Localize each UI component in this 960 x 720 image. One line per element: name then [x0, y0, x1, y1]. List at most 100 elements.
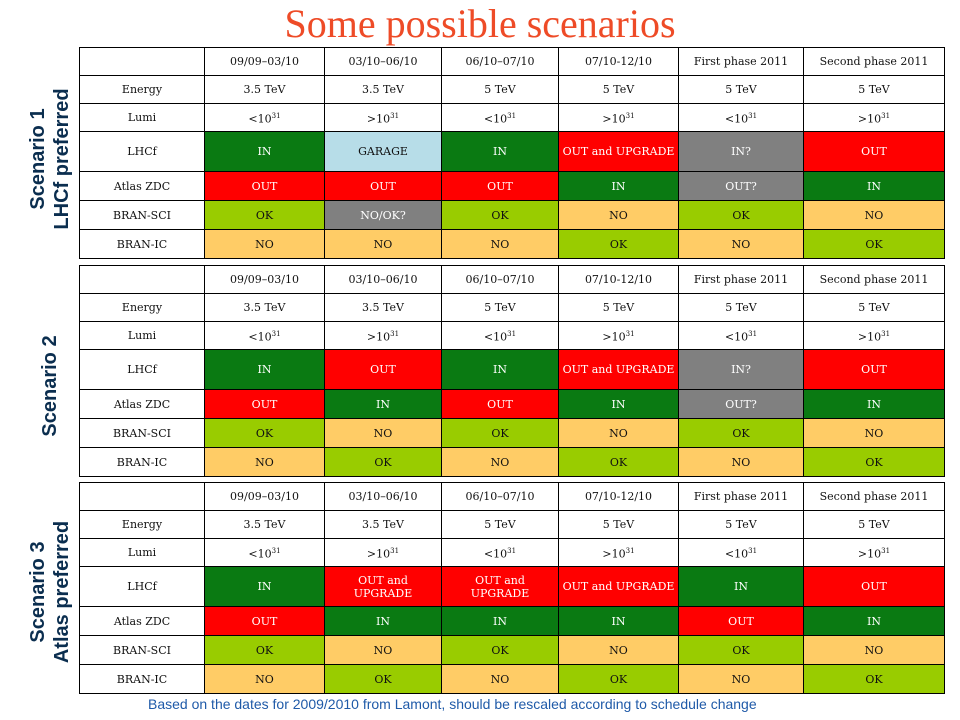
- cell-superscript: 31: [390, 111, 400, 120]
- table-cell: OK: [678, 635, 804, 665]
- table-row: Lumi <1031 >1031 <1031 >1031 <1031 >1031: [79, 321, 945, 350]
- table-cell: >1031: [324, 321, 442, 350]
- table-cell: <1031: [678, 538, 804, 567]
- column-header: 03/10–06/10: [324, 265, 442, 294]
- column-header: 06/10–07/10: [441, 265, 559, 294]
- table-cell: 5 TeV: [678, 510, 804, 539]
- table-cell: IN: [441, 131, 559, 172]
- cell-text: <10: [248, 330, 272, 344]
- column-header: Second phase 2011: [803, 265, 945, 294]
- table-row: BRAN-SCI OK NO OK NO OK NO: [79, 635, 945, 665]
- cell-superscript: 31: [507, 546, 517, 555]
- table-cell: OUT and UPGRADE: [558, 566, 679, 607]
- table-cell: >1031: [803, 321, 945, 350]
- row-header: Atlas ZDC: [79, 171, 205, 201]
- table-cell: 5 TeV: [803, 75, 945, 104]
- table-cell: OUT: [441, 389, 559, 419]
- scenario-3-table: 09/09–03/10 03/10–06/10 06/10–07/10 07/10-1…: [79, 482, 945, 694]
- cell-superscript: 31: [748, 329, 758, 338]
- table-cell: IN?: [678, 131, 804, 172]
- table-row: BRAN-SCI OK NO OK NO OK NO: [79, 418, 945, 448]
- cell-superscript: 31: [390, 546, 400, 555]
- table-cell: NO: [441, 229, 559, 259]
- table-cell: OUT: [678, 606, 804, 636]
- table-cell: IN: [324, 606, 442, 636]
- row-header: Lumi: [79, 538, 205, 567]
- column-header: 09/09–03/10: [204, 47, 325, 76]
- table-cell: NO: [204, 664, 325, 694]
- table-cell: >1031: [324, 538, 442, 567]
- column-header: Second phase 2011: [803, 47, 945, 76]
- table-cell: 5 TeV: [441, 75, 559, 104]
- row-header: Energy: [79, 293, 205, 322]
- table-cell: <1031: [441, 321, 559, 350]
- table-cell: OUT: [441, 171, 559, 201]
- table-cell: IN: [558, 389, 679, 419]
- column-header: 07/10-12/10: [558, 47, 679, 76]
- column-header: 03/10–06/10: [324, 482, 442, 511]
- scenario-2-label: Scenario 2: [38, 286, 62, 486]
- table-cell: 5 TeV: [803, 293, 945, 322]
- table-cell: >1031: [803, 538, 945, 567]
- cell-superscript: 31: [748, 111, 758, 120]
- row-header: BRAN-SCI: [79, 200, 205, 230]
- cell-superscript: 31: [625, 111, 635, 120]
- table-cell: OK: [803, 447, 945, 477]
- table-cell: 5 TeV: [678, 75, 804, 104]
- table-header-row: 09/09–03/10 03/10–06/10 06/10–07/10 07/10-1…: [79, 47, 945, 76]
- table-cell: IN: [558, 606, 679, 636]
- table-cell: NO: [441, 447, 559, 477]
- table-row: Lumi <1031 >1031 <1031 >1031 <1031 >1031: [79, 538, 945, 567]
- table-row: BRAN-SCI OK NO/OK? OK NO OK NO: [79, 200, 945, 230]
- column-header: First phase 2011: [678, 482, 804, 511]
- column-header: First phase 2011: [678, 47, 804, 76]
- table-cell: <1031: [441, 103, 559, 132]
- table-cell: NO: [324, 418, 442, 448]
- row-header: Lumi: [79, 321, 205, 350]
- scenario-2-table: 09/09–03/10 03/10–06/10 06/10–07/10 07/10-1…: [79, 265, 945, 477]
- header-blank-cell: [79, 47, 205, 76]
- table-cell: IN?: [678, 349, 804, 390]
- row-header: LHCf: [79, 349, 205, 390]
- table-cell: OUT: [803, 349, 945, 390]
- table-cell: OK: [558, 447, 679, 477]
- table-cell: 5 TeV: [441, 510, 559, 539]
- column-header: 07/10-12/10: [558, 265, 679, 294]
- row-header: BRAN-IC: [79, 664, 205, 694]
- table-cell: OK: [558, 664, 679, 694]
- scenario-2-label-line1: Scenario 2: [39, 335, 61, 437]
- table-cell: NO: [441, 664, 559, 694]
- cell-superscript: 31: [390, 329, 400, 338]
- table-cell: IN: [803, 171, 945, 201]
- table-cell: NO: [558, 635, 679, 665]
- table-cell: 3.5 TeV: [324, 510, 442, 539]
- column-header: 06/10–07/10: [441, 482, 559, 511]
- table-cell: OUT: [324, 349, 442, 390]
- table-row: Atlas ZDC OUT OUT OUT IN OUT? IN: [79, 171, 945, 201]
- scenario-3-label-line2: Atlas preferred: [51, 520, 73, 664]
- table-cell: NO: [324, 635, 442, 665]
- table-cell: OUT: [803, 566, 945, 607]
- cell-superscript: 31: [271, 329, 281, 338]
- table-cell: <1031: [441, 538, 559, 567]
- row-header: Atlas ZDC: [79, 389, 205, 419]
- table-cell: IN: [204, 349, 325, 390]
- table-cell: OUT: [204, 171, 325, 201]
- header-blank-cell: [79, 482, 205, 511]
- table-cell: IN: [324, 389, 442, 419]
- cell-text: <10: [724, 330, 749, 344]
- table-cell: NO: [803, 635, 945, 665]
- table-cell: 3.5 TeV: [324, 75, 442, 104]
- table-cell: IN: [558, 171, 679, 201]
- table-cell: OUT: [324, 171, 442, 201]
- column-header: 06/10–07/10: [441, 47, 559, 76]
- header-blank-cell: [79, 265, 205, 294]
- table-cell: 5 TeV: [441, 293, 559, 322]
- table-cell: OUT and UPGRADE: [558, 349, 679, 390]
- table-cell: OK: [803, 229, 945, 259]
- cell-text: >10: [857, 112, 882, 126]
- row-header: LHCf: [79, 566, 205, 607]
- table-cell: IN: [441, 606, 559, 636]
- row-header: BRAN-IC: [79, 229, 205, 259]
- cell-superscript: 31: [881, 329, 891, 338]
